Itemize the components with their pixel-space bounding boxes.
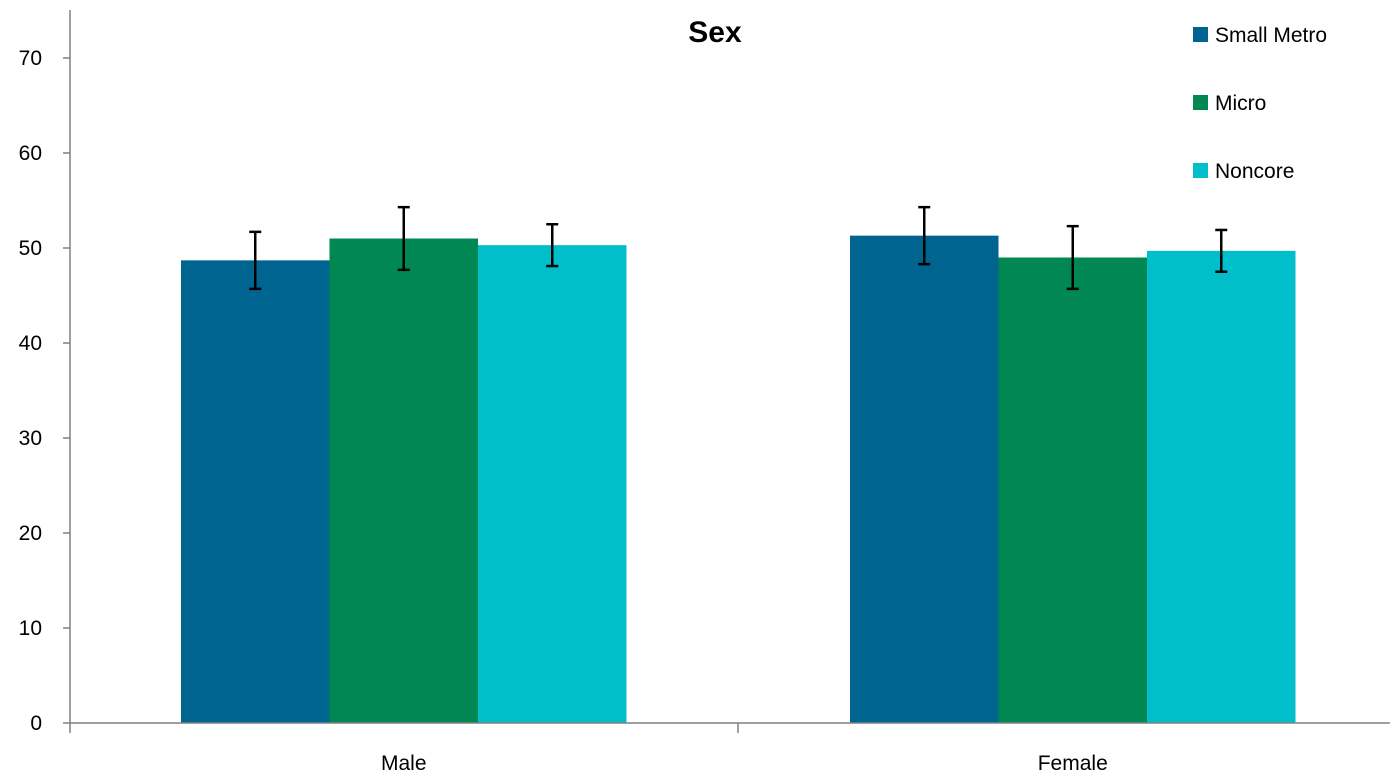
legend-item-micro: Micro xyxy=(1193,92,1266,115)
bar-noncore-female xyxy=(1147,250,1296,723)
chart-title: Sex xyxy=(688,16,742,49)
legend-label: Micro xyxy=(1215,92,1266,115)
bar-micro-male xyxy=(329,238,478,723)
error-bar-small-metro-male xyxy=(249,230,262,291)
bar-small-metro-female xyxy=(850,235,999,723)
x-tick-label: Male xyxy=(381,752,427,774)
error-bar-micro-male xyxy=(397,205,410,272)
y-tick-label: 30 xyxy=(19,427,42,450)
legend-item-noncore: Noncore xyxy=(1193,160,1294,183)
error-bar-noncore-female xyxy=(1215,228,1228,273)
legend-swatch xyxy=(1193,95,1208,110)
y-tick-label: 40 xyxy=(19,332,42,355)
legend-label: Noncore xyxy=(1215,160,1294,183)
y-tick-label: 20 xyxy=(19,522,42,545)
legend-item-small-metro: Small Metro xyxy=(1193,24,1327,47)
y-tick-label: 50 xyxy=(19,237,42,260)
y-tick-label: 10 xyxy=(19,617,42,640)
error-bars-layer xyxy=(249,205,1228,291)
error-bar-small-metro-female xyxy=(918,205,931,266)
error-bar-noncore-male xyxy=(546,223,559,268)
axes-layer: 0 10 20 30 40 50 60 70 Male Female xyxy=(19,10,1390,775)
bars-layer xyxy=(181,235,1296,723)
error-bar-micro-female xyxy=(1066,224,1079,291)
bar-noncore-male xyxy=(478,245,627,723)
bar-micro-female xyxy=(998,257,1147,723)
legend-swatch xyxy=(1193,27,1208,42)
legend: Small Metro Micro Noncore xyxy=(1193,24,1327,183)
y-tick-label: 0 xyxy=(30,712,42,735)
legend-label: Small Metro xyxy=(1215,24,1327,47)
legend-swatch xyxy=(1193,163,1208,178)
x-tick-label: Female xyxy=(1038,752,1108,774)
y-tick-label: 70 xyxy=(19,47,42,70)
bar-small-metro-male xyxy=(181,260,330,723)
y-tick-label: 60 xyxy=(19,142,42,165)
